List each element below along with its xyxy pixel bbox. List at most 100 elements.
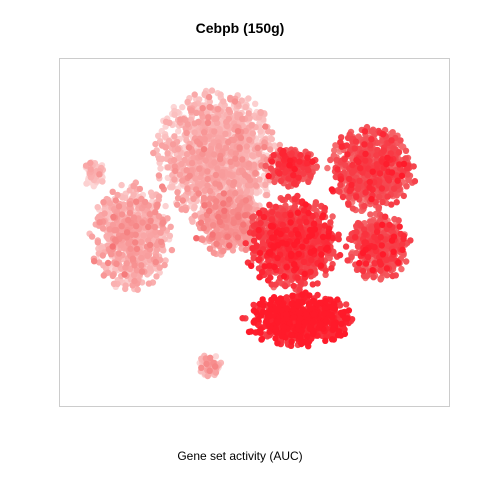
cell-point bbox=[191, 212, 199, 219]
cell-point bbox=[305, 178, 312, 185]
cell-point bbox=[174, 146, 182, 153]
cell-point bbox=[212, 171, 220, 179]
cell-point bbox=[205, 93, 213, 101]
cell-point bbox=[393, 172, 400, 179]
cell-point bbox=[204, 175, 211, 183]
cell-point bbox=[235, 181, 242, 189]
cell-point bbox=[336, 188, 343, 195]
cell-point bbox=[234, 128, 242, 135]
point-layer bbox=[82, 87, 419, 380]
cell-point bbox=[156, 264, 163, 271]
cell-point bbox=[171, 133, 178, 140]
cell-point bbox=[130, 183, 137, 190]
cell-point bbox=[178, 160, 185, 168]
cell-point bbox=[216, 218, 224, 225]
cell-point bbox=[262, 181, 269, 188]
cell-point bbox=[262, 220, 269, 227]
cell-point bbox=[314, 280, 321, 287]
cell-point bbox=[132, 231, 139, 238]
cell-point bbox=[221, 207, 228, 214]
cell-point bbox=[142, 198, 149, 206]
cell-point bbox=[395, 149, 403, 156]
cell-point bbox=[395, 217, 402, 224]
cell-point bbox=[161, 261, 168, 269]
cell-point bbox=[226, 190, 233, 197]
cell-point bbox=[248, 152, 256, 159]
cell-point bbox=[254, 144, 261, 152]
cell-point bbox=[241, 212, 249, 219]
cell-point bbox=[212, 369, 220, 376]
cell-point bbox=[291, 203, 298, 210]
cell-point bbox=[106, 199, 114, 207]
cell-point bbox=[155, 193, 163, 200]
cell-point bbox=[171, 111, 178, 118]
cell-point bbox=[243, 187, 251, 195]
cell-point bbox=[99, 252, 107, 259]
cell-point bbox=[191, 91, 198, 98]
cell-point bbox=[158, 142, 166, 149]
cell-point bbox=[402, 147, 410, 154]
cell-point bbox=[126, 187, 133, 194]
cell-point bbox=[174, 194, 182, 202]
plot-frame bbox=[59, 58, 450, 407]
cell-point bbox=[206, 245, 214, 252]
cell-point bbox=[202, 157, 209, 164]
cell-point bbox=[158, 155, 166, 162]
cell-point bbox=[201, 187, 209, 194]
cell-point bbox=[324, 164, 331, 172]
cell-point bbox=[209, 231, 216, 238]
cell-point bbox=[117, 241, 125, 249]
cell-point bbox=[215, 213, 222, 221]
cell-point bbox=[246, 136, 253, 143]
cell-point bbox=[179, 104, 186, 111]
cell-point bbox=[245, 95, 252, 102]
cell-point bbox=[213, 115, 220, 122]
cell-point bbox=[240, 228, 248, 235]
cell-point bbox=[379, 198, 386, 206]
cell-point bbox=[206, 367, 213, 374]
cell-point bbox=[407, 237, 414, 244]
cell-point bbox=[87, 159, 94, 167]
cell-point bbox=[111, 227, 118, 234]
cell-point bbox=[384, 193, 391, 200]
cell-point bbox=[236, 144, 243, 151]
cell-point bbox=[197, 219, 205, 226]
cell-point bbox=[217, 91, 224, 98]
cell-point bbox=[109, 243, 116, 250]
cell-point bbox=[99, 225, 107, 232]
cell-point bbox=[204, 119, 212, 127]
cell-point bbox=[271, 178, 278, 186]
cell-point bbox=[170, 156, 178, 164]
cell-point bbox=[268, 136, 275, 143]
cell-point bbox=[200, 146, 208, 153]
cell-point bbox=[227, 148, 235, 156]
cell-point bbox=[227, 158, 234, 165]
cell-point bbox=[312, 199, 320, 206]
cell-point bbox=[193, 109, 200, 117]
cell-point bbox=[134, 286, 141, 293]
cell-point bbox=[211, 159, 218, 166]
cell-point bbox=[279, 196, 286, 204]
cell-point bbox=[252, 182, 260, 189]
cell-point bbox=[159, 219, 167, 226]
cell-point bbox=[125, 216, 132, 224]
cell-point bbox=[191, 203, 198, 210]
cell-point bbox=[123, 229, 131, 236]
cell-point bbox=[138, 254, 145, 262]
cell-point bbox=[410, 163, 417, 170]
cell-point bbox=[389, 272, 396, 280]
cell-point bbox=[212, 353, 220, 360]
cell-point bbox=[162, 133, 169, 140]
cell-point bbox=[220, 98, 227, 105]
cell-point bbox=[169, 183, 176, 190]
cell-point bbox=[370, 274, 377, 281]
cell-point bbox=[146, 265, 154, 272]
cell-point bbox=[133, 222, 140, 230]
cell-point bbox=[101, 210, 108, 217]
cell-point bbox=[261, 143, 268, 151]
cell-point bbox=[211, 128, 218, 135]
cell-point bbox=[150, 149, 157, 157]
cell-point bbox=[109, 221, 117, 229]
cell-point bbox=[204, 216, 211, 223]
